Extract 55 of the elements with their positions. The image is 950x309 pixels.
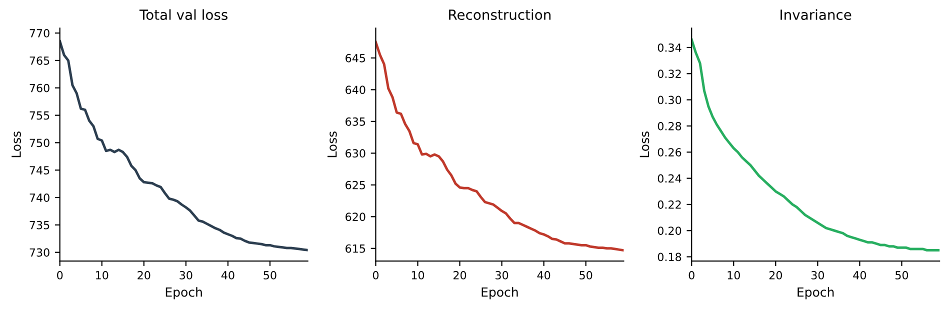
y-tick-label: 620 [346,212,366,222]
x-axis-title: Epoch [482,287,518,300]
y-tick-label: 0.30 [658,96,682,104]
x-tick-label: 0 [57,271,63,280]
x-tick-label: 30 [811,271,824,280]
chart-title: Invariance [780,9,852,20]
y-tick-label: 735 [30,220,50,230]
y-tick-label: 0.34 [658,43,682,52]
y-tick-label: 755 [30,111,50,120]
line-series [692,38,940,252]
y-tick-label: 760 [30,84,50,92]
x-tick-label: 50 [264,271,276,280]
x-tick-label: 20 [769,271,782,280]
x-tick-label: 40 [221,271,234,280]
y-tick-label: 0.26 [658,148,682,157]
y-tick-label: 765 [30,56,50,65]
y-tick-label: 630 [346,149,366,158]
y-tick-label: 770 [30,29,50,38]
chart-title: Reconstruction [449,9,550,20]
y-tick-label: 0.18 [658,252,682,262]
x-axis-title: Epoch [798,287,834,300]
x-tick-label: 50 [896,271,908,280]
x-tick-label: 40 [853,271,866,280]
y-axis-title: Loss [12,132,21,158]
x-axis-title: Epoch [166,287,202,300]
y-axis-title: Loss [328,132,337,158]
y-tick-label: 750 [30,138,50,148]
y-tick-label: 625 [346,180,366,190]
line-series [376,40,624,252]
x-tick-label: 10 [728,271,740,280]
y-axis-title: Loss [640,132,650,158]
line-series [60,40,308,252]
y-tick-label: 740 [30,193,50,202]
x-tick-label: 50 [580,271,592,280]
y-tick-label: 745 [30,166,50,174]
y-tick-label: 640 [346,86,366,94]
y-tick-label: 0.28 [658,122,682,130]
y-tick-label: 0.20 [658,226,682,236]
y-tick-label: 0.22 [658,200,681,209]
x-tick-label: 20 [454,271,466,280]
x-tick-label: 0 [688,271,694,280]
x-tick-label: 20 [138,271,150,280]
y-tick-label: 0.32 [658,70,681,78]
chart-title: Total val loss [139,9,228,20]
x-tick-label: 40 [537,271,550,280]
y-tick-label: 645 [346,54,366,62]
x-tick-label: 30 [180,271,192,280]
y-tick-label: 730 [30,248,50,257]
x-tick-label: 0 [372,271,379,280]
y-tick-label: 635 [346,117,366,126]
x-tick-label: 10 [96,271,108,280]
y-tick-label: 615 [346,244,366,253]
y-tick-label: 0.24 [658,174,682,183]
x-tick-label: 10 [412,271,424,280]
x-tick-label: 30 [496,271,508,280]
